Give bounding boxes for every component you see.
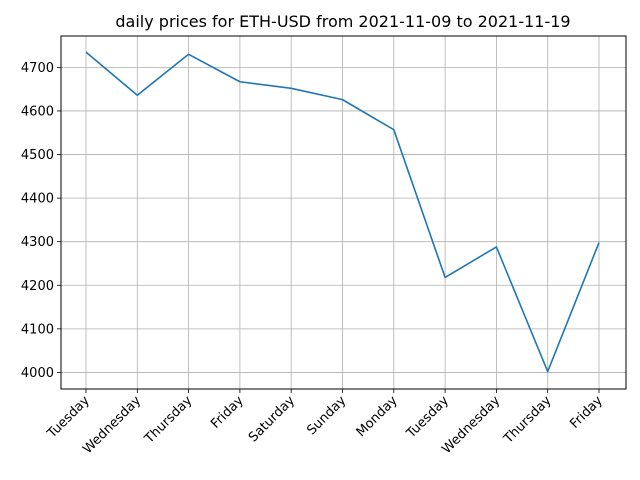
y-tick-label: 4200 <box>21 279 54 294</box>
x-tick-label: Saturday <box>246 393 298 445</box>
grid <box>61 36 626 389</box>
y-tick-label: 4700 <box>21 61 54 76</box>
x-tick-label: Tuesday <box>44 393 93 442</box>
chart-title: daily prices for ETH-USD from 2021-11-09… <box>115 12 570 31</box>
y-tick-label: 4600 <box>21 104 54 119</box>
series-layer <box>85 51 600 373</box>
x-tick-label: Tuesday <box>403 393 452 442</box>
x-tick-label: Monday <box>354 393 401 440</box>
y-tick-label: 4100 <box>21 322 54 337</box>
y-tick-label: 4300 <box>21 235 54 250</box>
x-tick-label: Friday <box>567 393 606 432</box>
y-tick-label: 4500 <box>21 148 54 163</box>
x-tick-label: Thursday <box>141 393 195 447</box>
plot-frame <box>60 35 627 390</box>
x-tick-label: Sunday <box>304 393 349 438</box>
x-tick-label: Friday <box>208 393 247 432</box>
x-tick-label: Thursday <box>500 393 554 447</box>
y-tick-label: 4400 <box>21 192 54 207</box>
y-tick-label: 4000 <box>21 366 54 381</box>
